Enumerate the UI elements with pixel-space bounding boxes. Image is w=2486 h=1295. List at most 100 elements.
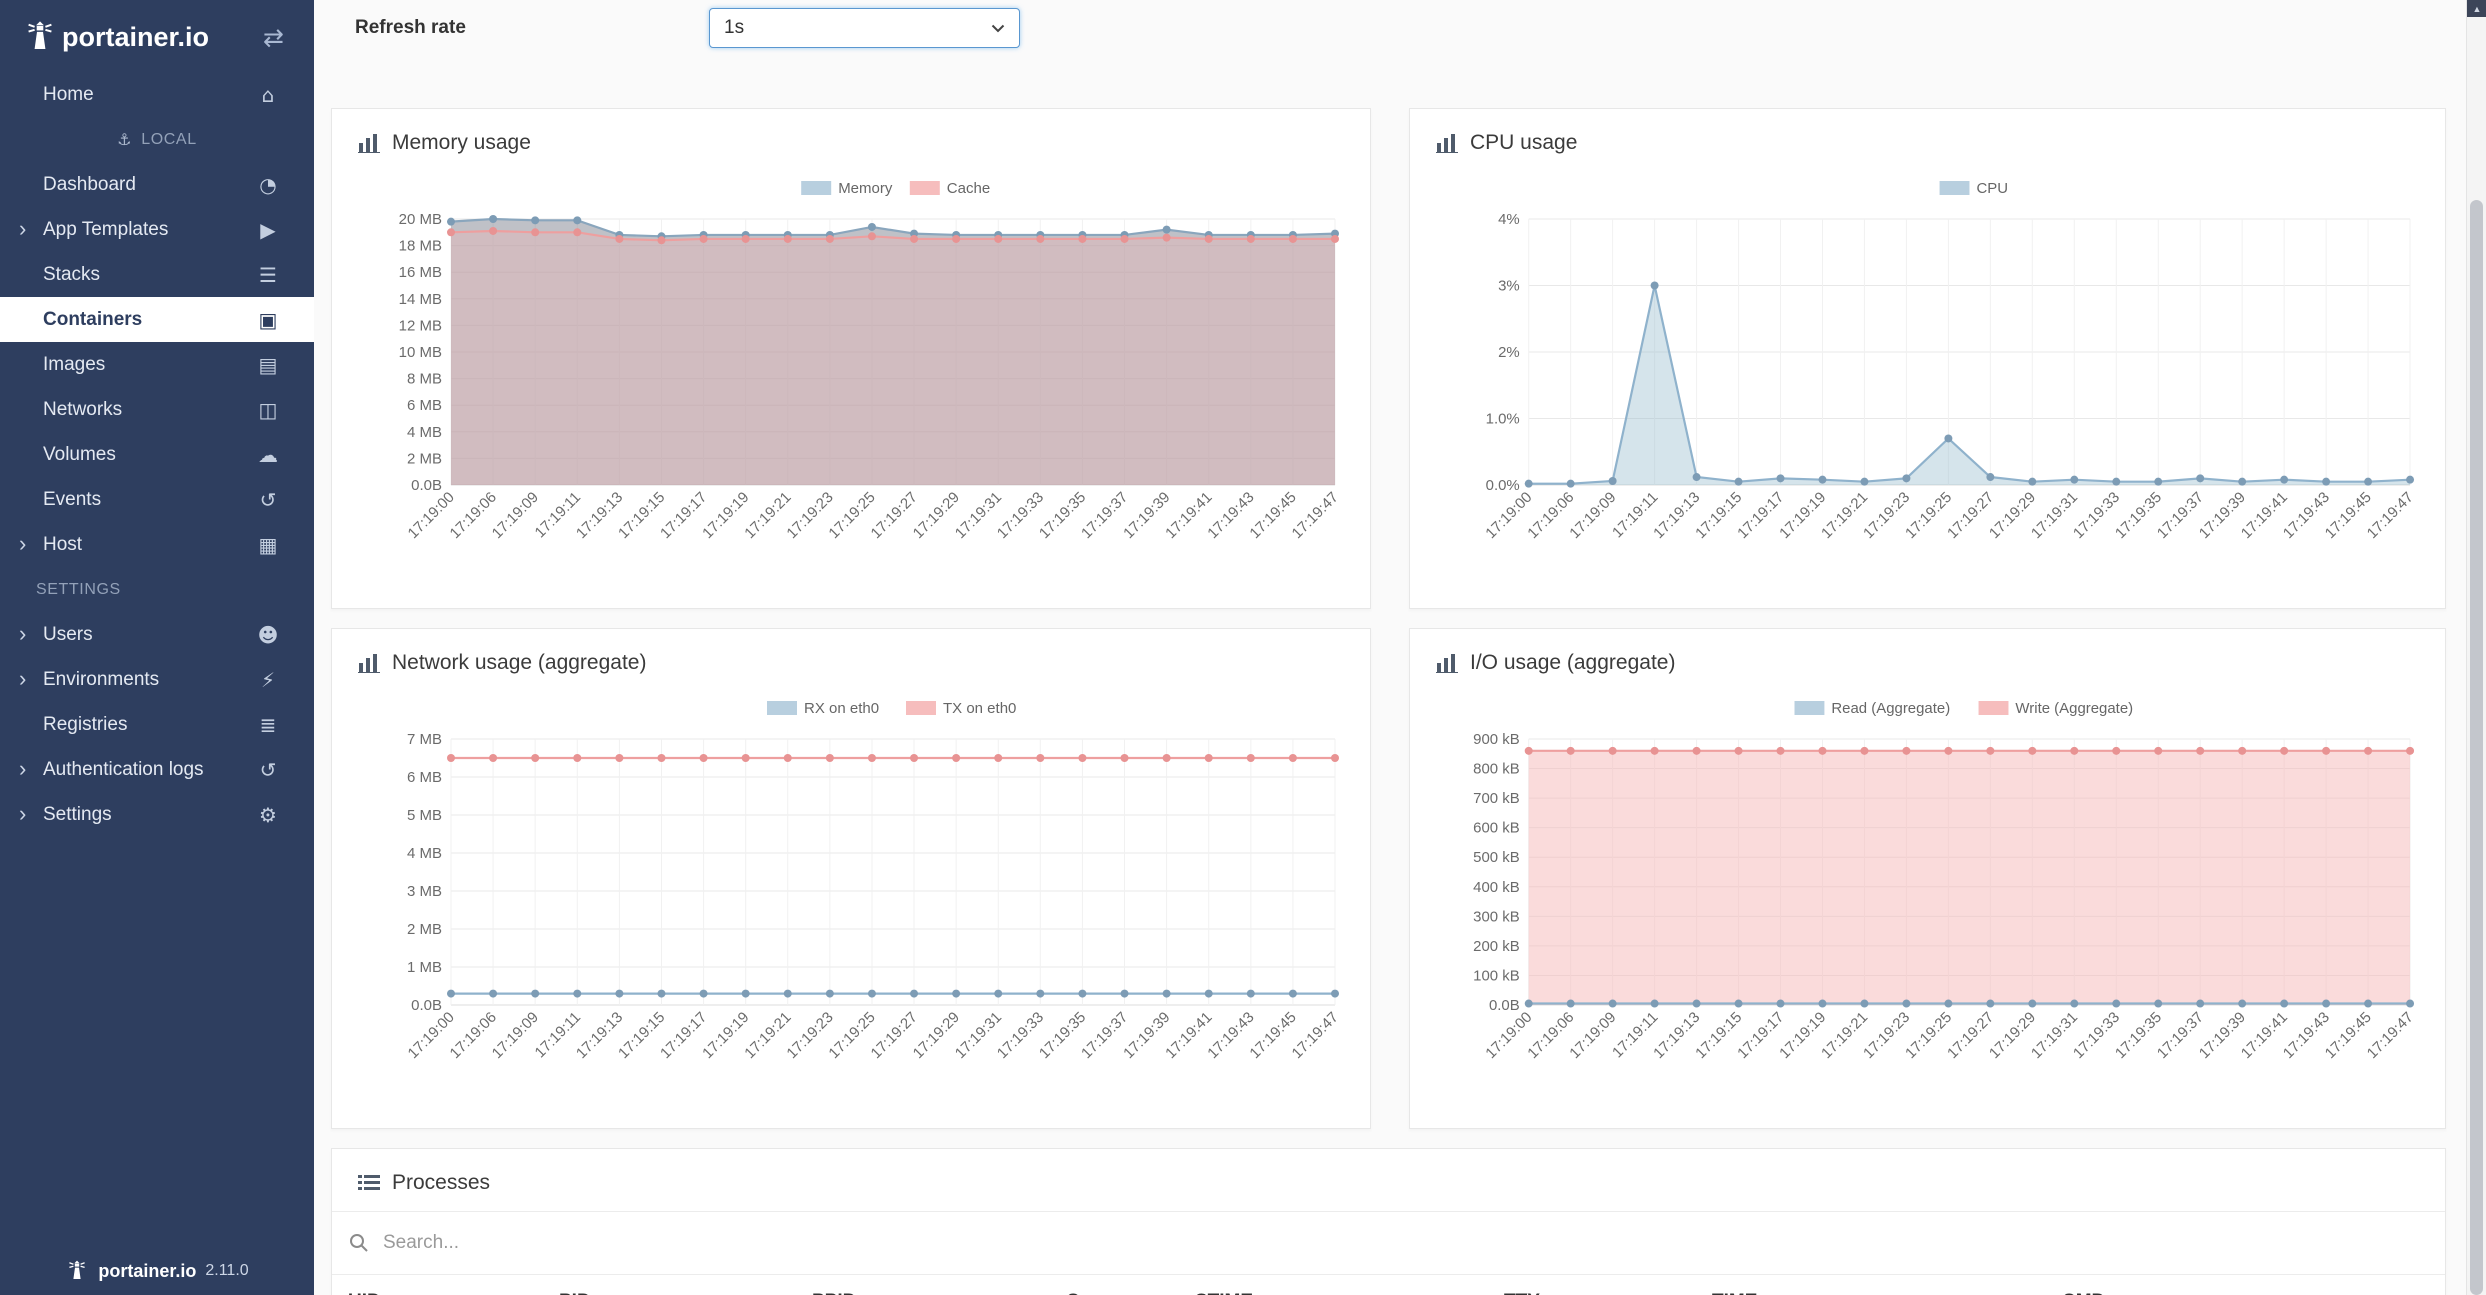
svg-text:TX on eth0: TX on eth0 [943, 700, 1016, 717]
svg-text:900 kB: 900 kB [1473, 731, 1520, 748]
sidebar-collapse-icon[interactable]: ⇄ [263, 23, 284, 52]
tasks-list-icon [358, 1174, 380, 1192]
portainer-logo[interactable]: portainer.io [22, 19, 209, 55]
svg-text:0.0%: 0.0% [1486, 477, 1520, 494]
chevron-down-icon [991, 24, 1005, 33]
scrollbar-thumb[interactable] [2470, 200, 2483, 1295]
svg-text:3%: 3% [1498, 277, 1520, 294]
column-header-uid: UID [348, 1291, 559, 1295]
sidebar-item-events[interactable]: Events↺ [0, 477, 314, 522]
home-icon: ⌂ [254, 83, 282, 107]
host-grid-icon: ▦ [254, 533, 282, 557]
sidebar-item-host[interactable]: › Host ▦ [0, 522, 314, 567]
io-usage-header: I/O usage (aggregate) [1410, 629, 2445, 691]
sidebar-item-networks[interactable]: Networks◫ [0, 387, 314, 432]
sidebar-item-label: Home [43, 84, 94, 106]
footer-logo-text: portainer.io [98, 1261, 196, 1282]
sidebar-item-stacks[interactable]: Stacks☰ [0, 252, 314, 297]
svg-text:300 kB: 300 kB [1473, 908, 1520, 925]
portainer-app: portainer.io ⇄ Home⌂⚓LOCALDashboard◔›App… [0, 0, 2486, 1295]
cpu-usage-panel: CPU usage 4%3%2%1.0%0.0%17:19:0017:19:06… [1409, 108, 2446, 609]
cpu-usage-chart: 4%3%2%1.0%0.0%17:19:0017:19:0617:19:0917… [1427, 175, 2428, 605]
sidebar-item-label: Settings [43, 804, 112, 826]
sidebar-item-settings[interactable]: ›Settings⚙ [0, 792, 314, 837]
sidebar-footer: portainer.io 2.11.0 [0, 1259, 314, 1283]
svg-text:17:19:47: 17:19:47 [1289, 489, 1342, 542]
chevron-right-icon: › [19, 620, 26, 646]
sidebar-item-users[interactable]: ›Users☻ [0, 612, 314, 657]
svg-text:Memory: Memory [838, 180, 893, 197]
svg-text:700 kB: 700 kB [1473, 790, 1520, 807]
svg-text:17:19:09: 17:19:09 [1566, 489, 1619, 542]
sidebar-item-app-templates[interactable]: ›App Templates▶ [0, 207, 314, 252]
sidebar-logo-row: portainer.io ⇄ [0, 0, 314, 72]
svg-text:2 MB: 2 MB [407, 450, 442, 467]
environments-plug-icon: ⚡ [254, 668, 282, 692]
sidebar-item-label: Dashboard [43, 174, 136, 196]
refresh-rate-select[interactable]: 1s [709, 8, 1020, 48]
scroll-up-icon[interactable]: ▲ [2467, 0, 2486, 17]
svg-text:4%: 4% [1498, 211, 1520, 228]
refresh-rate-label: Refresh rate [355, 17, 709, 39]
processes-search-input[interactable] [383, 1232, 2429, 1254]
memory-usage-chart: 20 MB18 MB16 MB14 MB12 MB10 MB8 MB6 MB4 … [349, 175, 1353, 605]
svg-text:4 MB: 4 MB [407, 424, 442, 441]
cpu-usage-title: CPU usage [1470, 131, 1577, 155]
svg-text:500 kB: 500 kB [1473, 849, 1520, 866]
svg-text:12 MB: 12 MB [399, 317, 442, 334]
column-header-tty: TTY [1504, 1291, 1712, 1295]
chevron-right-icon: › [19, 530, 26, 556]
chevron-right-icon: › [19, 755, 26, 781]
svg-text:Write (Aggregate): Write (Aggregate) [2015, 700, 2133, 717]
sidebar-nav: Home ⌂ ⚓LOCALDashboard◔›App Templates▶Stac… [0, 72, 314, 837]
containers-icon: ▣ [254, 308, 282, 332]
svg-text:1 MB: 1 MB [407, 959, 442, 976]
sidebar-item-home[interactable]: Home ⌂ [0, 72, 314, 117]
sidebar-item-authentication-logs[interactable]: ›Authentication logs↺ [0, 747, 314, 792]
svg-text:CPU: CPU [1976, 180, 2008, 197]
sidebar-section-local: ⚓LOCAL [0, 117, 314, 162]
sidebar-item-registries[interactable]: Registries≣ [0, 702, 314, 747]
sidebar-item-label: Events [43, 489, 101, 511]
network-usage-panel: Network usage (aggregate) 7 MB6 MB5 MB4 … [331, 628, 1371, 1129]
bar-chart-icon [1436, 653, 1458, 673]
sidebar-item-dashboard[interactable]: Dashboard◔ [0, 162, 314, 207]
svg-text:0.0B: 0.0B [411, 997, 442, 1014]
svg-text:0.0B: 0.0B [411, 477, 442, 494]
sidebar-item-label: Volumes [43, 444, 116, 466]
section-label: SETTINGS [36, 581, 121, 599]
search-icon [348, 1232, 370, 1254]
sidebar-item-volumes[interactable]: Volumes☁ [0, 432, 314, 477]
sidebar-item-label: App Templates [43, 219, 168, 241]
column-header-ppid: PPID [812, 1291, 1066, 1295]
column-header-c: C [1066, 1291, 1195, 1295]
svg-text:3 MB: 3 MB [407, 883, 442, 900]
svg-text:6 MB: 6 MB [407, 397, 442, 414]
svg-text:RX on eth0: RX on eth0 [804, 700, 879, 717]
lighthouse-icon [22, 19, 58, 55]
svg-text:0.0B: 0.0B [1489, 997, 1520, 1014]
memory-usage-header: Memory usage [332, 109, 1370, 171]
sidebar-item-label: Host [43, 534, 82, 556]
cpu-usage-header: CPU usage [1410, 109, 2445, 171]
processes-table-header: UIDPIDPPIDCSTIMETTYTIMECMD [332, 1275, 2445, 1295]
io-usage-title: I/O usage (aggregate) [1470, 651, 1675, 675]
svg-text:17:19:09: 17:19:09 [489, 1009, 542, 1062]
bar-chart-icon [1436, 133, 1458, 153]
sidebar-item-label: Environments [43, 669, 159, 691]
vertical-scrollbar[interactable]: ▲ [2466, 0, 2486, 1295]
chevron-right-icon: › [19, 665, 26, 691]
processes-title: Processes [392, 1171, 490, 1195]
refresh-rate-value: 1s [724, 17, 744, 39]
chevron-right-icon: › [19, 800, 26, 826]
sidebar-item-images[interactable]: Images▤ [0, 342, 314, 387]
sidebar-item-environments[interactable]: › Environments ⚡ [0, 657, 314, 702]
network-usage-title: Network usage (aggregate) [392, 651, 646, 675]
svg-text:10 MB: 10 MB [399, 344, 442, 361]
version-label: 2.11.0 [205, 1262, 248, 1280]
sidebar-item-containers[interactable]: Containers ▣ [0, 297, 314, 342]
io-usage-panel: I/O usage (aggregate) 900 kB800 kB700 kB… [1409, 628, 2446, 1129]
section-label: LOCAL [141, 131, 196, 149]
column-header-pid: PID [559, 1291, 812, 1295]
sidebar-item-label: Containers [43, 309, 142, 331]
